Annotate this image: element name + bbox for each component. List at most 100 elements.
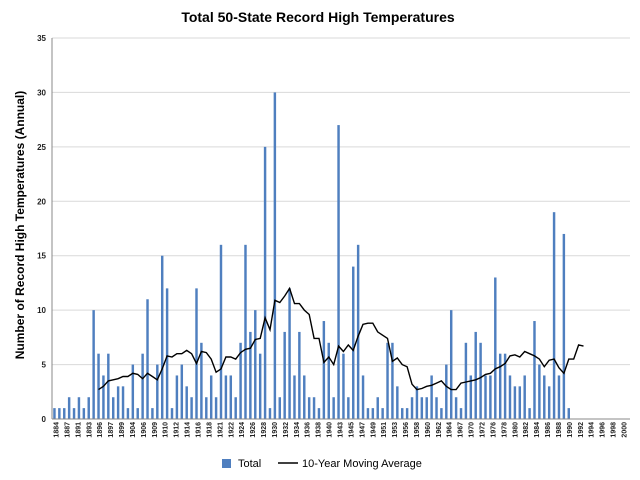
x-tick-label: 1994	[589, 422, 596, 438]
bar	[523, 375, 526, 419]
bar	[209, 375, 213, 419]
x-tick-label: 1996	[600, 422, 607, 438]
x-tick-label: 1912	[174, 422, 181, 438]
bar	[430, 375, 433, 419]
x-tick-label: 1891	[75, 422, 82, 438]
bar	[420, 397, 424, 419]
bar	[454, 397, 458, 419]
bar	[254, 310, 257, 419]
bar	[371, 408, 375, 419]
bar	[224, 375, 228, 419]
y-tick-label: 10	[37, 306, 46, 315]
legend: Total 10-Year Moving Average	[222, 458, 422, 470]
bar	[268, 408, 272, 419]
bar	[361, 375, 365, 419]
x-tick-label: 1978	[501, 422, 508, 438]
bar	[459, 408, 463, 419]
bar	[92, 310, 95, 419]
x-tick-label: 1953	[392, 422, 399, 438]
moving-average-series	[98, 286, 584, 391]
bar	[67, 397, 71, 419]
bar	[503, 353, 507, 419]
x-tick-label: 1976	[490, 422, 497, 438]
bar	[283, 331, 286, 419]
bar	[112, 397, 115, 419]
bar	[381, 408, 384, 419]
x-tick-label: 1962	[436, 422, 443, 438]
x-tick-label: 1916	[196, 422, 203, 438]
x-tick-label: 1897	[108, 422, 115, 438]
x-tick-label: 1896	[97, 422, 104, 438]
bar	[258, 353, 262, 419]
bar	[352, 266, 355, 419]
bar	[435, 397, 438, 419]
y-tick-label: 5	[42, 361, 47, 370]
bar	[498, 353, 502, 419]
x-tick-label: 1930	[272, 422, 279, 438]
x-tick-label: 1938	[316, 422, 323, 438]
x-tick-label: 1932	[283, 422, 290, 438]
x-tick-label: 1906	[141, 422, 148, 438]
bar	[263, 146, 267, 419]
bar	[312, 397, 316, 419]
bar	[386, 342, 389, 419]
bar	[229, 375, 233, 419]
bar	[165, 288, 169, 419]
bar	[249, 331, 252, 419]
bar	[180, 364, 184, 419]
bar	[205, 397, 208, 419]
bar	[415, 386, 419, 419]
bar	[342, 353, 345, 419]
x-tick-label: 2000	[622, 422, 629, 438]
bar	[219, 244, 223, 419]
x-tick-label: 1992	[578, 422, 585, 438]
chart-title: Total 50-State Record High Temperatures	[181, 9, 455, 25]
y-tick-label: 15	[37, 252, 46, 261]
x-tick-label: 1887	[64, 422, 71, 438]
x-tick-labels: 1884 1887 1891 1893 1896 1897 1899 1904 1906 1909…	[54, 422, 629, 438]
bar	[317, 408, 321, 419]
x-tick-label: 1964	[447, 422, 454, 438]
x-tick-label: 1904	[130, 422, 137, 438]
x-tick-label: 1956	[403, 422, 410, 438]
gridlines	[52, 37, 630, 420]
x-tick-label: 1984	[534, 422, 541, 438]
bar	[474, 331, 477, 419]
bar	[484, 375, 487, 419]
bar	[366, 408, 370, 419]
bar	[533, 321, 536, 419]
bar	[293, 375, 296, 419]
bar	[528, 408, 531, 419]
bar	[327, 342, 330, 419]
bar	[469, 375, 473, 419]
bar	[347, 397, 350, 419]
x-tick-label: 1922	[228, 422, 235, 438]
bar	[97, 353, 100, 419]
bar	[508, 375, 512, 419]
bar	[288, 288, 291, 419]
bar	[190, 397, 193, 419]
bar	[87, 397, 90, 419]
bar	[401, 408, 404, 419]
x-tick-label: 1949	[370, 422, 377, 438]
x-tick-label: 1970	[469, 422, 476, 438]
bar	[494, 277, 497, 419]
x-tick-label: 1921	[217, 422, 224, 438]
bar	[175, 375, 179, 419]
x-tick-label: 1910	[163, 422, 170, 438]
bar	[121, 386, 125, 419]
bar	[449, 310, 453, 419]
bar	[518, 386, 522, 419]
bar	[195, 288, 198, 419]
bar	[200, 342, 203, 419]
bar	[567, 408, 570, 419]
bar	[273, 92, 277, 419]
y-tick-label: 25	[37, 143, 46, 152]
bar	[151, 408, 154, 419]
bar	[239, 342, 242, 419]
bar	[356, 244, 360, 419]
x-tick-label: 1951	[381, 422, 388, 438]
bar	[136, 408, 139, 419]
bar	[214, 397, 218, 419]
